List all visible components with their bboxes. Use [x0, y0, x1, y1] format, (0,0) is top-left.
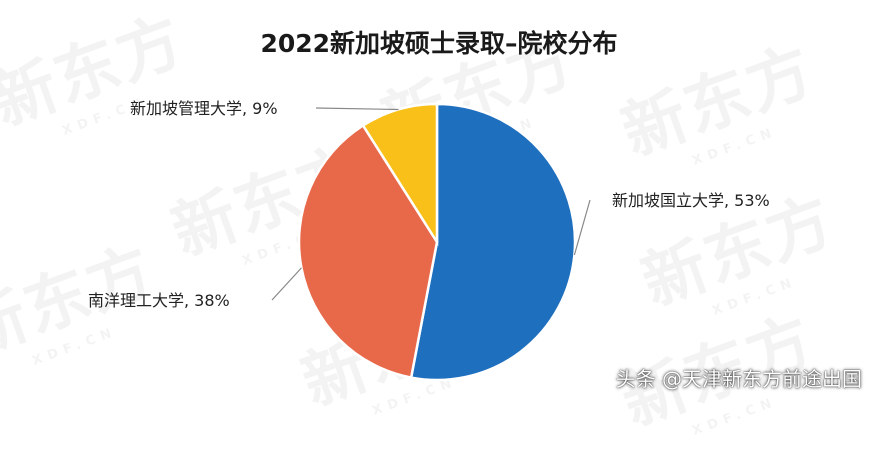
- pie-slices: [297, 102, 577, 382]
- leader-lines: [271, 107, 591, 301]
- pie-chart: 新加坡国立大学, 53% 南洋理工大学, 38% 新加坡管理大学, 9%: [88, 99, 770, 382]
- chart-title: 2022新加坡硕士录取–院校分布: [260, 29, 618, 58]
- data-label: 新加坡国立大学, 53%: [612, 191, 770, 210]
- leader-line: [573, 199, 591, 256]
- leader-line: [315, 107, 399, 111]
- credit-text: 头条 @天津新东方前途出国: [615, 367, 862, 391]
- leader-line: [271, 267, 302, 301]
- data-labels: 新加坡国立大学, 53% 南洋理工大学, 38% 新加坡管理大学, 9%: [88, 99, 770, 310]
- data-label: 南洋理工大学, 38%: [88, 291, 230, 310]
- pie-slice: [409, 102, 577, 382]
- pie-slice: [361, 102, 439, 247]
- data-label: 新加坡管理大学, 9%: [130, 99, 278, 118]
